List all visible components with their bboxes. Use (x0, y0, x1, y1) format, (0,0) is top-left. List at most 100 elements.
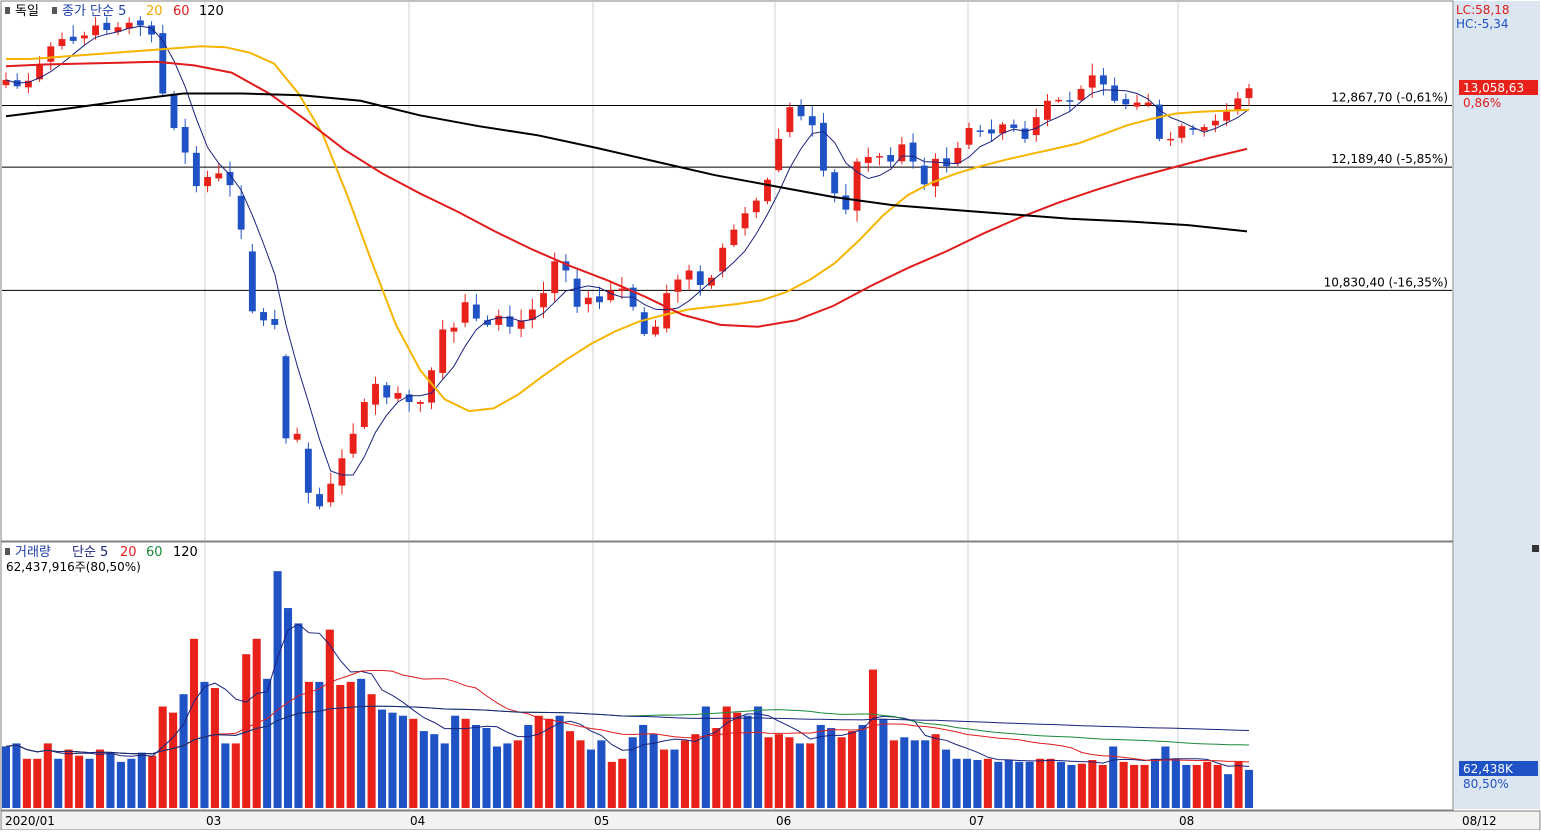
candle-body (920, 165, 928, 185)
candle-body (495, 315, 503, 325)
candle-body (663, 293, 671, 329)
candle-body (775, 138, 783, 171)
volume-legend-ma120: 120 (173, 545, 198, 560)
volume-bar (545, 718, 554, 808)
volume-bar (189, 638, 199, 808)
volume-bar (325, 629, 334, 808)
volume-legend-ma20: 20 (120, 545, 137, 560)
volume-bar (1088, 760, 1097, 808)
panel-collapse-icon[interactable] (1532, 545, 1539, 552)
candle-body (24, 80, 32, 88)
volume-bar (795, 743, 804, 808)
candle-body (607, 290, 615, 301)
volume-bar (419, 731, 428, 808)
volume-bar (1244, 769, 1254, 808)
candle-body (136, 20, 144, 26)
candle-body (618, 288, 626, 291)
volume-bar (555, 715, 564, 808)
volume-bar (367, 694, 376, 808)
volume-bar (221, 743, 230, 808)
volume-bar (1140, 764, 1149, 808)
candle-body (831, 172, 839, 194)
volume-bar (1224, 774, 1233, 808)
candle-body (472, 304, 480, 319)
volume-bar (628, 737, 637, 808)
volume-bar (1213, 764, 1222, 808)
volume-bar (962, 758, 972, 808)
volume-bar (1098, 764, 1107, 808)
candle-body (640, 312, 648, 334)
horizontal-lines: 12,867,70 (-0,61%) 12,189,40 (-5,85%) 10,8… (2, 91, 1452, 291)
candle-body (304, 448, 312, 493)
candle-body (584, 297, 592, 305)
x-axis-label: 06 (776, 814, 791, 828)
hc-text: HC:-5,34 (1456, 17, 1509, 31)
volume-bar (1182, 764, 1191, 808)
volume-bar (336, 684, 345, 808)
volume-bar (534, 715, 543, 808)
volume-bar (733, 712, 742, 808)
volume-bar (1046, 758, 1055, 808)
volume-bar (660, 749, 669, 808)
volume-bar (461, 718, 470, 808)
volume-bar (482, 728, 491, 808)
candle-body (1223, 111, 1231, 121)
legend-series-name: 독일 (15, 4, 39, 19)
candle-body (786, 107, 794, 133)
volume-bar (806, 743, 815, 808)
volume-moving-average-lines (5, 623, 1250, 767)
volume-bar (680, 740, 689, 808)
moving-average-lines (5, 25, 1250, 476)
volume-bar (304, 681, 313, 808)
candle-body (943, 158, 951, 167)
lc-text: LC:58,18 (1456, 3, 1509, 17)
volume-bar (294, 623, 303, 808)
volume-bar (910, 740, 919, 808)
candle-body (1032, 117, 1040, 136)
volume-bar (1056, 761, 1066, 808)
candle-body (383, 385, 391, 398)
candle-body (327, 483, 335, 503)
candle-body (764, 179, 771, 202)
candle-body (1055, 99, 1063, 102)
volume-bar (1171, 758, 1180, 808)
candle-body (652, 326, 659, 335)
volume-bar (1015, 761, 1024, 808)
volume-bar (1036, 758, 1045, 808)
volume-bar (315, 681, 324, 808)
volume-bar (879, 718, 888, 808)
candle-body (876, 156, 883, 158)
legend-square-icon (52, 7, 57, 14)
volume-bar (12, 743, 21, 808)
candle-body (92, 25, 100, 36)
candle-body (192, 152, 200, 187)
volume-bar (440, 743, 449, 808)
volume-bar (75, 755, 84, 808)
volume-bar (22, 758, 31, 808)
candle-body (360, 402, 368, 427)
volume-bar (816, 724, 825, 808)
volume-bar (618, 758, 627, 808)
candle-body (1234, 98, 1242, 111)
reference-line-label: 12,189,40 (-5,85%) (1331, 152, 1448, 166)
candle-body (1245, 88, 1253, 99)
candle-body (237, 195, 245, 230)
volume-bar (942, 749, 951, 808)
candle-body (1099, 75, 1107, 85)
candle-body (696, 271, 704, 285)
candle-body (215, 173, 223, 179)
volume-bar (1109, 746, 1118, 808)
volume-bar (764, 737, 773, 808)
candle-body (730, 229, 738, 246)
legend-square-icon (5, 7, 10, 14)
candle-body (853, 161, 861, 211)
volume-bar (54, 758, 63, 808)
legend-ma60: 60 (173, 4, 190, 19)
price-grid (204, 2, 1179, 540)
x-axis-label: 05 (594, 814, 609, 828)
candle-body (1144, 102, 1152, 106)
candle-body (1088, 75, 1096, 88)
current-volume-badge: 62,438K (1463, 762, 1514, 776)
volume-bar (283, 608, 293, 808)
volume-bar (576, 740, 585, 808)
